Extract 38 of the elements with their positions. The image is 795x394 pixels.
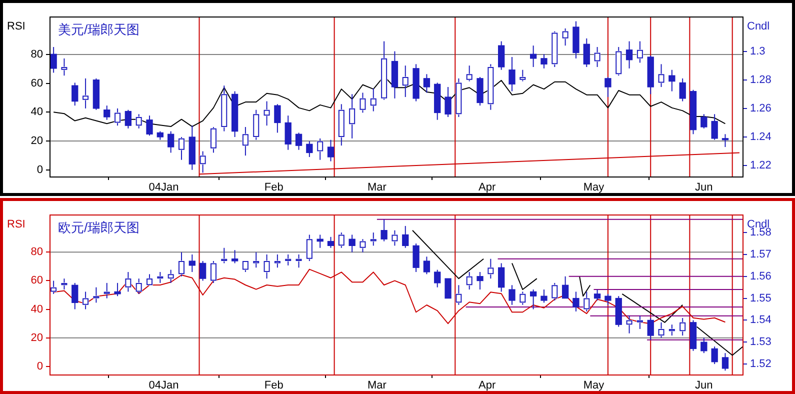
x-tick-label: Mar [367,380,387,392]
x-tick-label: Mar [367,182,387,194]
chart-title: 美元/瑞郎天图 [58,22,140,38]
y-tick-label: 60 [30,274,43,287]
y-tick-label: 80 [30,48,43,61]
y-tick-label: 40 [30,106,43,118]
y2-tick-label: 1.22 [750,160,772,172]
y2-tick-label: 1.53 [750,336,772,348]
x-tick-label: 04Jan [148,182,179,194]
x-tick-label: Apr [478,380,496,392]
x-tick-label: Jun [695,380,713,392]
y-axis-title: RSI [7,20,26,33]
y-tick-label: 20 [30,332,43,344]
y2-tick-label: 1.24 [750,131,772,144]
y-tick-label: 0 [36,164,43,176]
y-tick-label: 80 [30,246,43,258]
y2-tick-label: 1.56 [750,270,772,282]
x-tick-label: 04Jan [148,380,179,392]
y2-axis-title: Cndl [747,20,770,33]
y2-tick-label: 1.28 [750,74,772,86]
x-tick-label: Apr [478,182,496,194]
y2-tick-label: 1.52 [750,358,772,370]
y-tick-label: 40 [30,303,43,316]
y-tick-label: 20 [30,134,43,147]
chart-title: 欧元/瑞郎天图 [58,220,140,236]
y2-tick-label: 1.3 [750,45,766,58]
y-tick-label: 60 [30,77,43,90]
x-tick-label: May [583,380,605,392]
y2-tick-label: 1.54 [750,314,772,326]
y-axis-title: RSI [7,218,26,231]
x-tick-label: Feb [264,380,284,392]
y2-tick-label: 1.26 [750,102,772,114]
y2-tick-label: 1.55 [750,292,772,304]
x-tick-label: Feb [264,182,284,194]
x-tick-label: Jun [695,182,713,194]
y-tick-label: 0 [36,360,43,372]
y2-tick-label: 1.57 [750,248,772,260]
x-tick-label: May [583,182,605,194]
